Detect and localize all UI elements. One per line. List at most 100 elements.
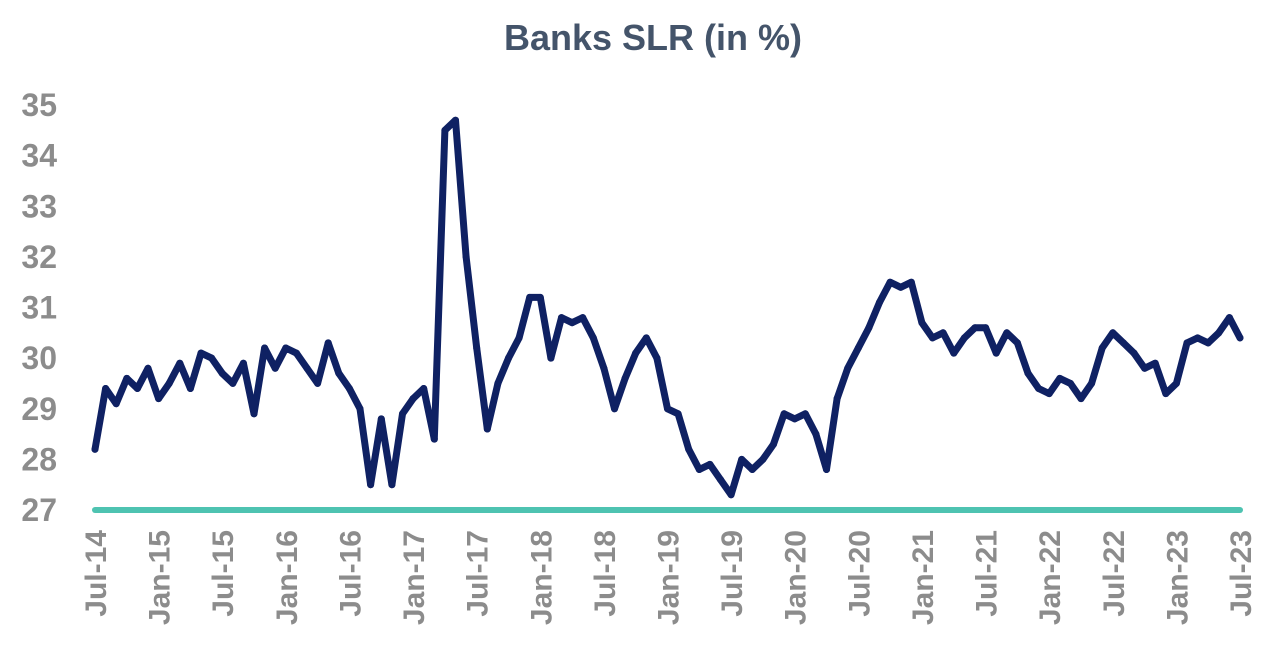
x-tick-label: Jan-19 [653,530,686,625]
data-point [155,395,163,403]
data-point [462,253,470,261]
data-point [568,319,576,327]
y-tick-label: 27 [21,492,57,528]
data-point [1151,359,1159,367]
data-point [314,379,322,387]
data-point [409,395,417,403]
data-point [674,410,682,418]
data-point [823,466,830,473]
x-tick-label: Jul-19 [716,530,749,617]
data-point [218,369,226,377]
y-axis: 27 28 29 30 31 32 33 34 35 [21,87,57,528]
x-tick-label: Jan-15 [144,530,177,625]
data-point [886,278,894,286]
data-point [1003,329,1011,337]
data-point [292,349,300,357]
x-tick-label: Jul-16 [334,530,367,617]
data-point [844,364,852,372]
data-point [1119,339,1127,347]
data-point [579,314,587,322]
data-point [960,334,968,342]
x-tick-label: Jul-15 [207,530,240,617]
data-point [303,364,311,372]
data-point [1162,390,1170,398]
data-point [854,344,862,352]
x-tick-label: Jan-22 [1034,530,1067,625]
data-point [367,481,375,489]
x-tick-label: Jul-22 [1098,530,1131,617]
data-point [356,405,364,413]
data-point [536,293,544,301]
x-tick-label: Jan-21 [907,530,940,625]
x-tick-label: Jul-17 [462,530,495,617]
data-point [950,349,958,357]
data-point [653,354,661,362]
data-point [589,334,597,342]
data-point [430,435,438,443]
x-axis: Jul-14 Jan-15 Jul-15 Jan-16 Jul-16 Jan-17 Jul-… [80,530,1258,625]
data-point [1066,379,1074,387]
data-point [727,491,735,499]
data-point [1183,339,1191,347]
data-point [133,385,141,392]
data-point [261,344,269,352]
data-point [282,344,290,352]
data-point [770,440,777,448]
data-point [1172,379,1180,387]
data-point [345,385,353,392]
data-point [452,116,459,124]
data-point [1045,390,1053,398]
data-point [515,334,523,342]
data-point [1204,339,1212,347]
data-point [982,324,990,332]
y-tick-label: 34 [21,138,57,174]
data-point [186,385,194,392]
data-point [102,385,110,392]
data-point [1225,314,1233,322]
data-point [664,405,671,413]
data-point [695,466,703,473]
data-point [112,400,120,408]
data-point [1130,349,1138,357]
data-point [1215,329,1223,337]
data-point [197,349,205,357]
data-point [1056,374,1064,382]
data-point [239,359,247,367]
plot-area [91,116,1244,513]
data-point [324,339,332,347]
data-point [632,349,640,357]
data-point [526,293,534,301]
data-point [1088,379,1096,387]
data-point [791,415,799,423]
data-point [876,298,883,306]
data-point [229,379,237,387]
data-point [1024,369,1032,377]
x-tick-label: Jul-23 [1225,530,1258,617]
data-point [388,481,396,489]
data-point [208,354,216,362]
data-point [271,364,279,372]
x-tick-label: Jan-16 [271,530,304,625]
data-point [992,349,1000,357]
data-point [780,410,788,418]
data-point [505,354,512,362]
y-tick-label: 30 [21,340,57,376]
x-tick-label: Jul-20 [843,530,876,617]
x-tick-label: Jan-17 [398,530,431,625]
data-point [600,364,608,372]
data-point [706,460,714,468]
data-point [685,445,693,453]
data-point [494,379,502,387]
data-point [1194,334,1202,342]
data-point [642,334,650,342]
data-point [1236,334,1244,342]
data-point [165,379,173,387]
data-point [558,314,565,322]
data-point [897,283,905,291]
data-point [738,455,746,463]
data-point [1141,364,1149,372]
data-point [335,369,343,377]
data-point [91,445,99,453]
data-point [929,334,936,342]
data-point [939,329,947,337]
